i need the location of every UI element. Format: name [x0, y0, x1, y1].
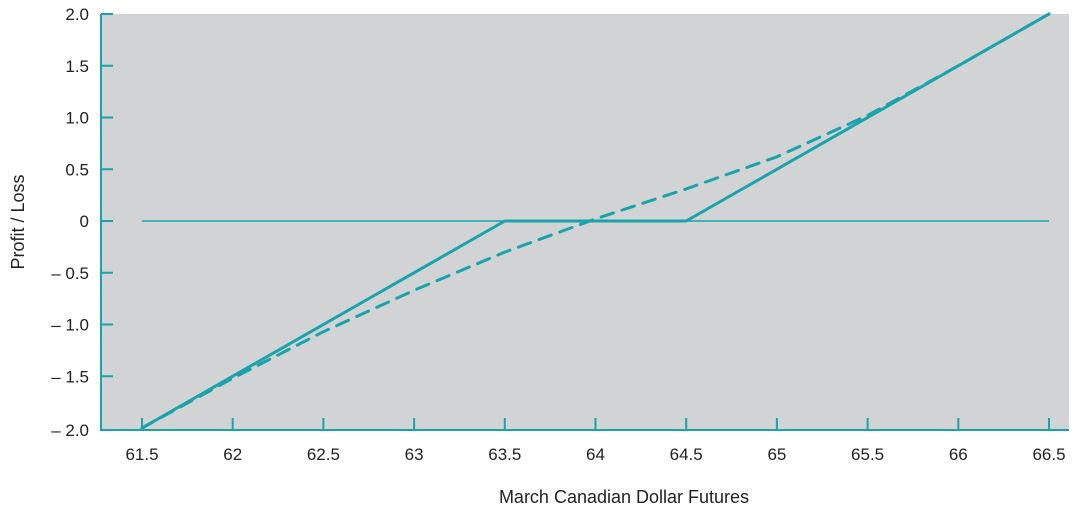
- x-tick-label: 66.5: [1032, 445, 1065, 464]
- x-tick-label: 62.5: [307, 445, 340, 464]
- series-line-dashed: [140, 12, 1051, 430]
- x-tick-label: 65: [767, 445, 786, 464]
- y-tick-label: – 2.0: [51, 421, 89, 440]
- x-tick-label: 63.5: [488, 445, 521, 464]
- y-tick-label: – 1.5: [51, 367, 89, 386]
- y-tick-label: 1.5: [65, 57, 89, 76]
- y-tick-label: 2.0: [65, 5, 89, 24]
- x-tick-label: 63: [405, 445, 424, 464]
- x-tick-label: 61.5: [125, 445, 158, 464]
- series-line-solid: [140, 12, 1051, 430]
- x-tick-label: 66: [949, 445, 968, 464]
- x-tick-label: 62: [223, 445, 242, 464]
- x-tick-label: 64: [586, 445, 605, 464]
- y-tick-label: 0: [80, 212, 89, 231]
- y-axis-title: Profit / Loss: [8, 174, 28, 269]
- y-tick-label: 0.5: [65, 160, 89, 179]
- y-tick-label: – 1.0: [51, 316, 89, 335]
- y-tick-label: 1.0: [65, 109, 89, 128]
- x-tick-label: 64.5: [670, 445, 703, 464]
- y-tick-label: – 0.5: [51, 264, 89, 283]
- x-axis-title: March Canadian Dollar Futures: [499, 487, 749, 507]
- x-tick-label: 65.5: [851, 445, 884, 464]
